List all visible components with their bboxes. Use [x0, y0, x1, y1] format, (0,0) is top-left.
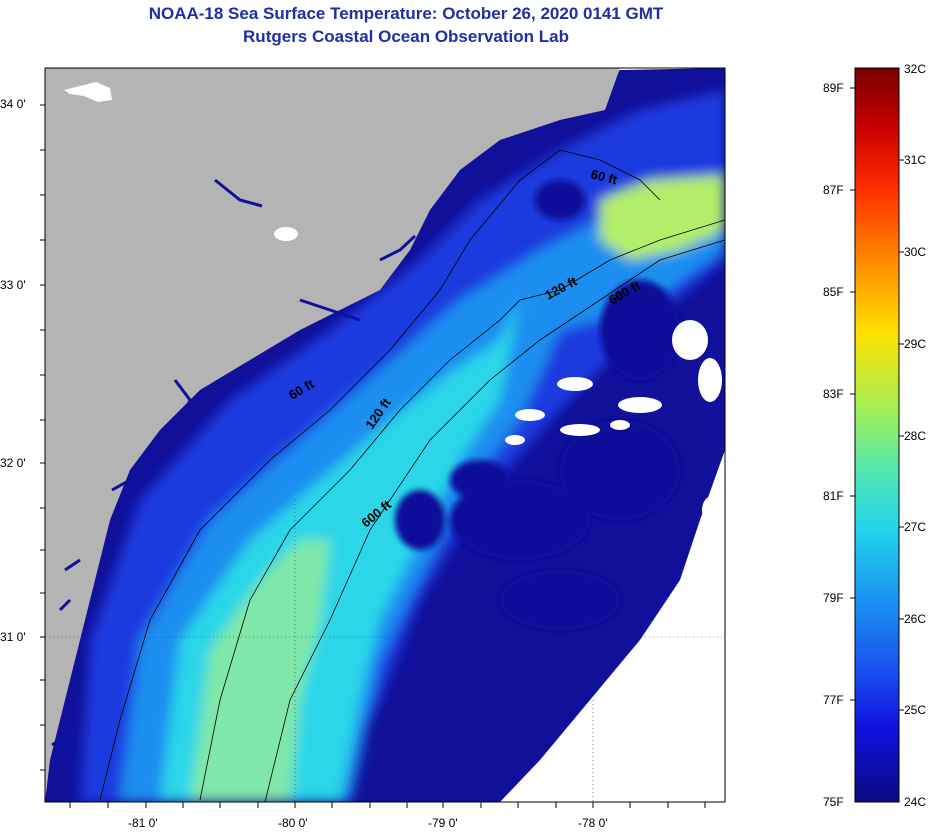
cb-label-75f: 75F: [823, 795, 844, 809]
chart-title: NOAA-18 Sea Surface Temperature: October…: [148, 4, 664, 23]
colorbar-gradient: [854, 67, 900, 803]
grid-lines: [45, 500, 725, 802]
lon-label-78: -78 0': [578, 816, 608, 830]
lat-label-31: 31 0': [0, 630, 26, 644]
cb-label-83f: 83F: [823, 387, 844, 401]
lat-label-32: 32 0': [0, 456, 26, 470]
cb-label-81f: 81F: [823, 489, 844, 503]
cloud-patches: [505, 320, 722, 524]
cb-label-87f: 87F: [823, 183, 844, 197]
lon-ticks: [69, 802, 706, 808]
cb-label-31c: 31C: [904, 153, 927, 167]
lon-label-81: -81 0': [128, 816, 158, 830]
cb-label-79f: 79F: [823, 591, 844, 605]
cb-label-32c: 32C: [904, 62, 927, 76]
cb-label-25c: 25C: [904, 703, 927, 717]
lakes: [64, 82, 298, 241]
bathymetry-contours: [99, 149, 725, 802]
cb-label-77f: 77F: [823, 693, 844, 707]
water-yellowgreen: [600, 175, 725, 260]
lat-label-33: 33 0': [0, 278, 26, 292]
lon-label-79: -79 0': [428, 816, 458, 830]
cb-label-89f: 89F: [823, 81, 844, 95]
cb-label-26c: 26C: [904, 612, 927, 626]
colorbar-ticks: [850, 87, 904, 711]
cb-label-28c: 28C: [904, 429, 927, 443]
cold-patches: [395, 180, 680, 630]
cb-label-24c: 24C: [904, 795, 927, 809]
cb-label-30c: 30C: [904, 245, 927, 259]
land-mass: [45, 68, 620, 802]
no-data-region: [500, 450, 725, 802]
contour-label-60ft-north: 60 ft: [589, 166, 619, 187]
rivers: [51, 178, 417, 747]
cb-label-29c: 29C: [904, 337, 927, 351]
lat-ticks: [40, 104, 45, 771]
map-frame: [44, 67, 726, 803]
cb-label-27c: 27C: [904, 520, 927, 534]
lon-label-80: -80 0': [278, 816, 308, 830]
chart-subtitle: Rutgers Coastal Ocean Observation Lab: [243, 27, 569, 46]
lat-label-34: 34 0': [0, 97, 26, 111]
cb-label-85f: 85F: [823, 285, 844, 299]
